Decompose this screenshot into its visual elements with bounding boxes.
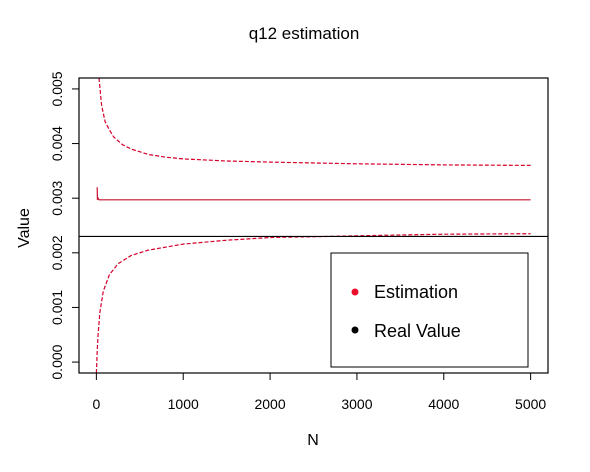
legend-marker-estimation [351, 288, 359, 296]
legend-label-estimation: Estimation [374, 282, 458, 302]
x-tick-label: 5000 [515, 396, 546, 412]
x-tick-label: 0 [92, 396, 100, 412]
legend-box [330, 252, 529, 368]
series-line-upper-bound [98, 78, 531, 166]
y-tick-label: 0.000 [49, 344, 65, 379]
y-tick-label: 0.004 [49, 126, 65, 161]
series-line-estimate [96, 187, 531, 201]
y-tick-label: 0.002 [49, 235, 65, 270]
x-axis-label: N [307, 432, 319, 449]
y-tick-label: 0.003 [49, 180, 65, 215]
y-axis: 0.000 0.001 0.002 0.003 0.004 0.005 [49, 71, 80, 380]
x-tick-label: 1000 [168, 396, 199, 412]
y-tick-label: 0.005 [49, 71, 65, 106]
legend-label-real-value: Real Value [374, 321, 461, 341]
x-tick-label: 4000 [428, 396, 459, 412]
x-tick-label: 2000 [254, 396, 285, 412]
legend: Estimation Real Value [330, 252, 529, 368]
chart-title: q12 estimation [249, 24, 360, 43]
x-axis: 0 1000 2000 3000 4000 5000 [92, 372, 546, 412]
y-tick-label: 0.001 [49, 290, 65, 325]
x-tick-label: 3000 [341, 396, 372, 412]
y-axis-label: Value [16, 208, 33, 248]
legend-marker-real-value [351, 326, 359, 334]
